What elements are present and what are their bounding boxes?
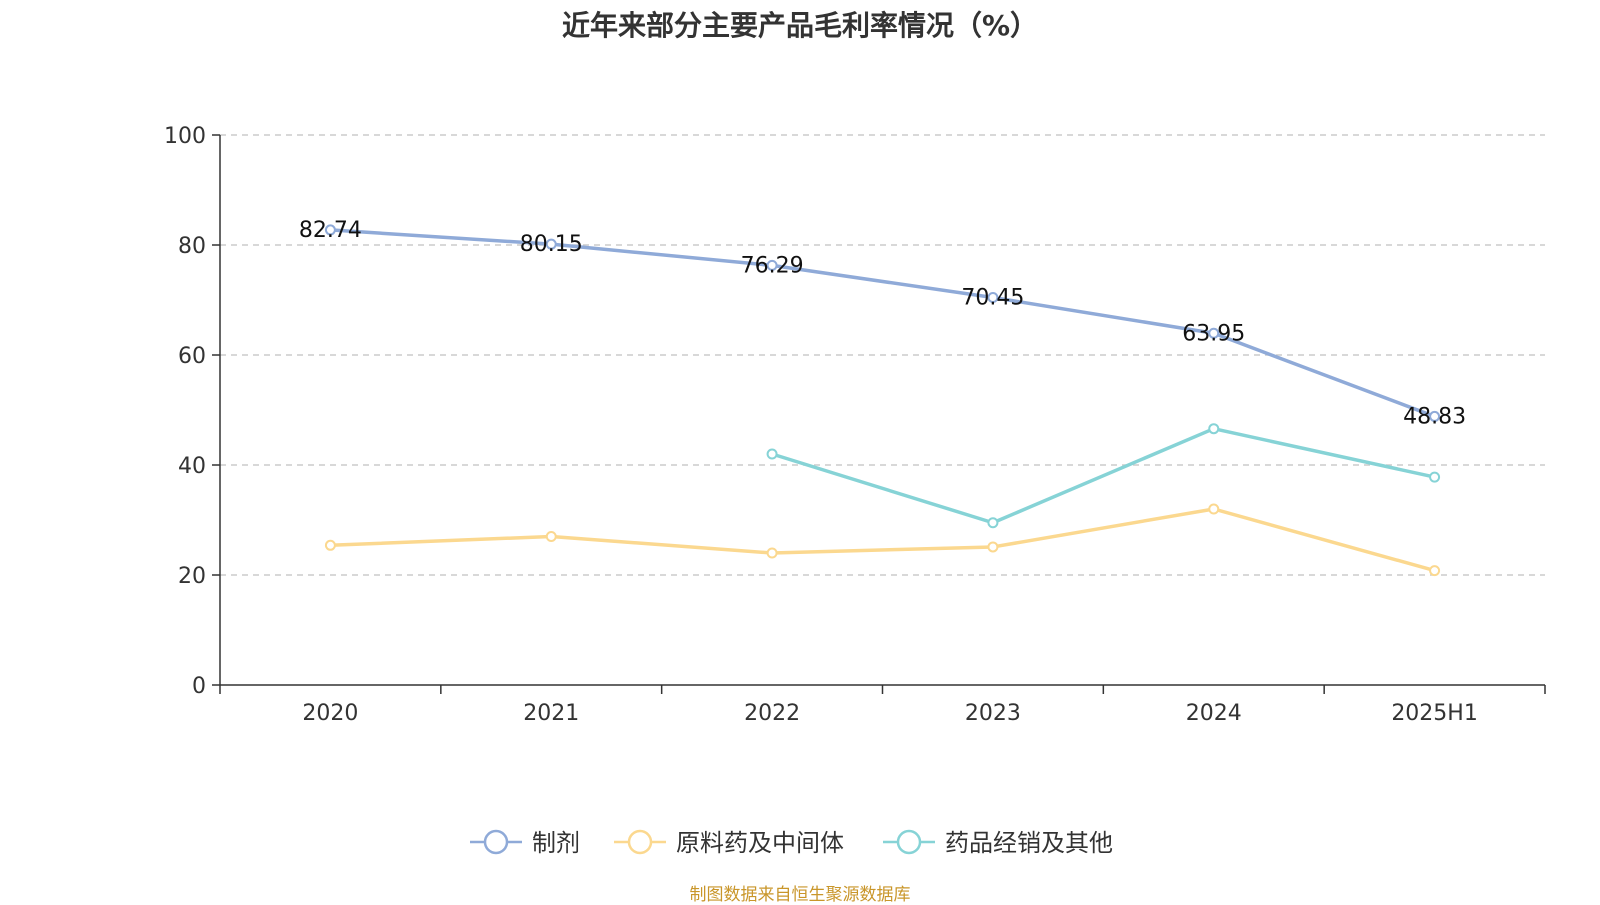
legend-marker-icon-1 [627,829,653,855]
data-labels: 82.74 80.15 76.29 70.45 63.95 48.83 [299,218,1466,430]
legend-marker-icon-0 [483,829,509,855]
data-point-2-2 [766,448,778,460]
data-label-0-4: 63.95 [1182,321,1245,346]
data-point-1-4 [1208,503,1220,515]
y-tick-label-60: 60 [178,344,206,369]
data-point-1-5 [1429,565,1441,577]
legend-label-2: 药品经销及其他 [945,829,1113,857]
data-point-1-0 [324,539,336,551]
legend-label-1: 原料药及中间体 [676,829,844,857]
legend: 制剂 原料药及中间体 药品经销及其他 [470,829,1113,857]
data-label-0-1: 80.15 [520,232,583,257]
x-tick-label-2023: 2023 [965,701,1021,726]
data-point-1-2 [766,547,778,559]
x-tick-label-2025H1: 2025H1 [1391,701,1478,726]
y-tick-label-20: 20 [178,564,206,589]
legend-item-0: 制剂 [470,829,580,857]
data-label-0-5: 48.83 [1403,404,1466,429]
x-tick-label-2024: 2024 [1186,701,1242,726]
legend-label-0: 制剂 [532,829,580,857]
data-point-0-5 [1429,410,1441,422]
data-point-2-4 [1208,423,1220,435]
series-line-1 [328,507,1437,573]
data-point-1-1 [545,531,557,542]
data-point-2-3 [987,517,999,529]
y-tick-label-40: 40 [178,454,206,479]
data-label-0-3: 70.45 [961,286,1024,311]
x-tick-label-2020: 2020 [302,701,358,726]
grid-lines [220,134,1545,576]
data-point-0-2 [766,259,778,271]
legend-marker-icon-2 [896,829,922,855]
legend-item-2: 药品经销及其他 [883,829,1113,857]
data-point-1-3 [987,541,999,553]
y-tick-label-80: 80 [178,234,206,259]
x-tick-label-2022: 2022 [744,701,800,726]
legend-item-1: 原料药及中间体 [614,829,844,857]
series-lines [324,224,1441,577]
data-point-0-0 [324,224,336,236]
y-tick-label-0: 0 [192,674,206,699]
x-tick-label-2021: 2021 [523,701,579,726]
chart-title: 近年来部分主要产品毛利率情况（%） [561,9,1039,42]
data-label-0-2: 76.29 [741,253,804,278]
data-point-2-5 [1429,471,1441,483]
y-tick-label-100: 100 [164,124,206,149]
chart-source-note: 制图数据来自恒生聚源数据库 [689,885,911,905]
series-line-0 [328,228,1437,419]
data-point-0-4 [1208,327,1220,339]
series-line-2 [770,426,1437,525]
axes: 0 20 40 60 80 100 2020 2021 2022 2023 2024 2025H1 [164,124,1546,726]
data-label-0-0: 82.74 [299,218,362,243]
data-point-0-3 [987,292,999,304]
data-point-0-1 [545,238,557,250]
